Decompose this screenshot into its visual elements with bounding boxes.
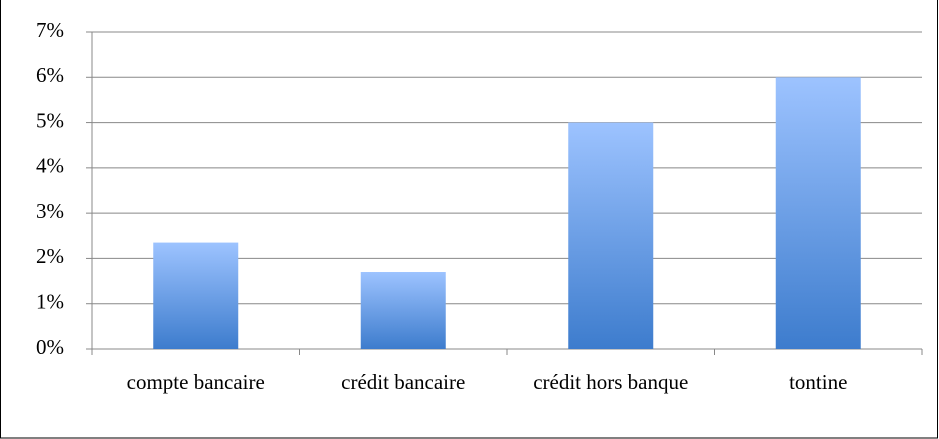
bar: [568, 122, 654, 349]
y-tick-label: 6%: [36, 63, 64, 87]
bar: [775, 77, 861, 350]
x-tick-label: crédit hors banque: [533, 370, 689, 394]
x-tick-label: crédit bancaire: [341, 370, 466, 394]
y-tick-label: 1%: [36, 290, 64, 314]
x-tick-label: tontine: [789, 370, 848, 394]
bar: [153, 242, 239, 349]
y-tick-label: 4%: [36, 154, 64, 178]
y-tick-label: 5%: [36, 108, 64, 132]
y-tick-label: 2%: [36, 244, 64, 268]
x-tick-label: compte bancaire: [126, 370, 265, 394]
y-tick-label: 0%: [36, 335, 64, 359]
bar: [360, 272, 446, 349]
y-tick-label: 3%: [36, 199, 64, 223]
y-tick-label: 7%: [36, 18, 64, 42]
